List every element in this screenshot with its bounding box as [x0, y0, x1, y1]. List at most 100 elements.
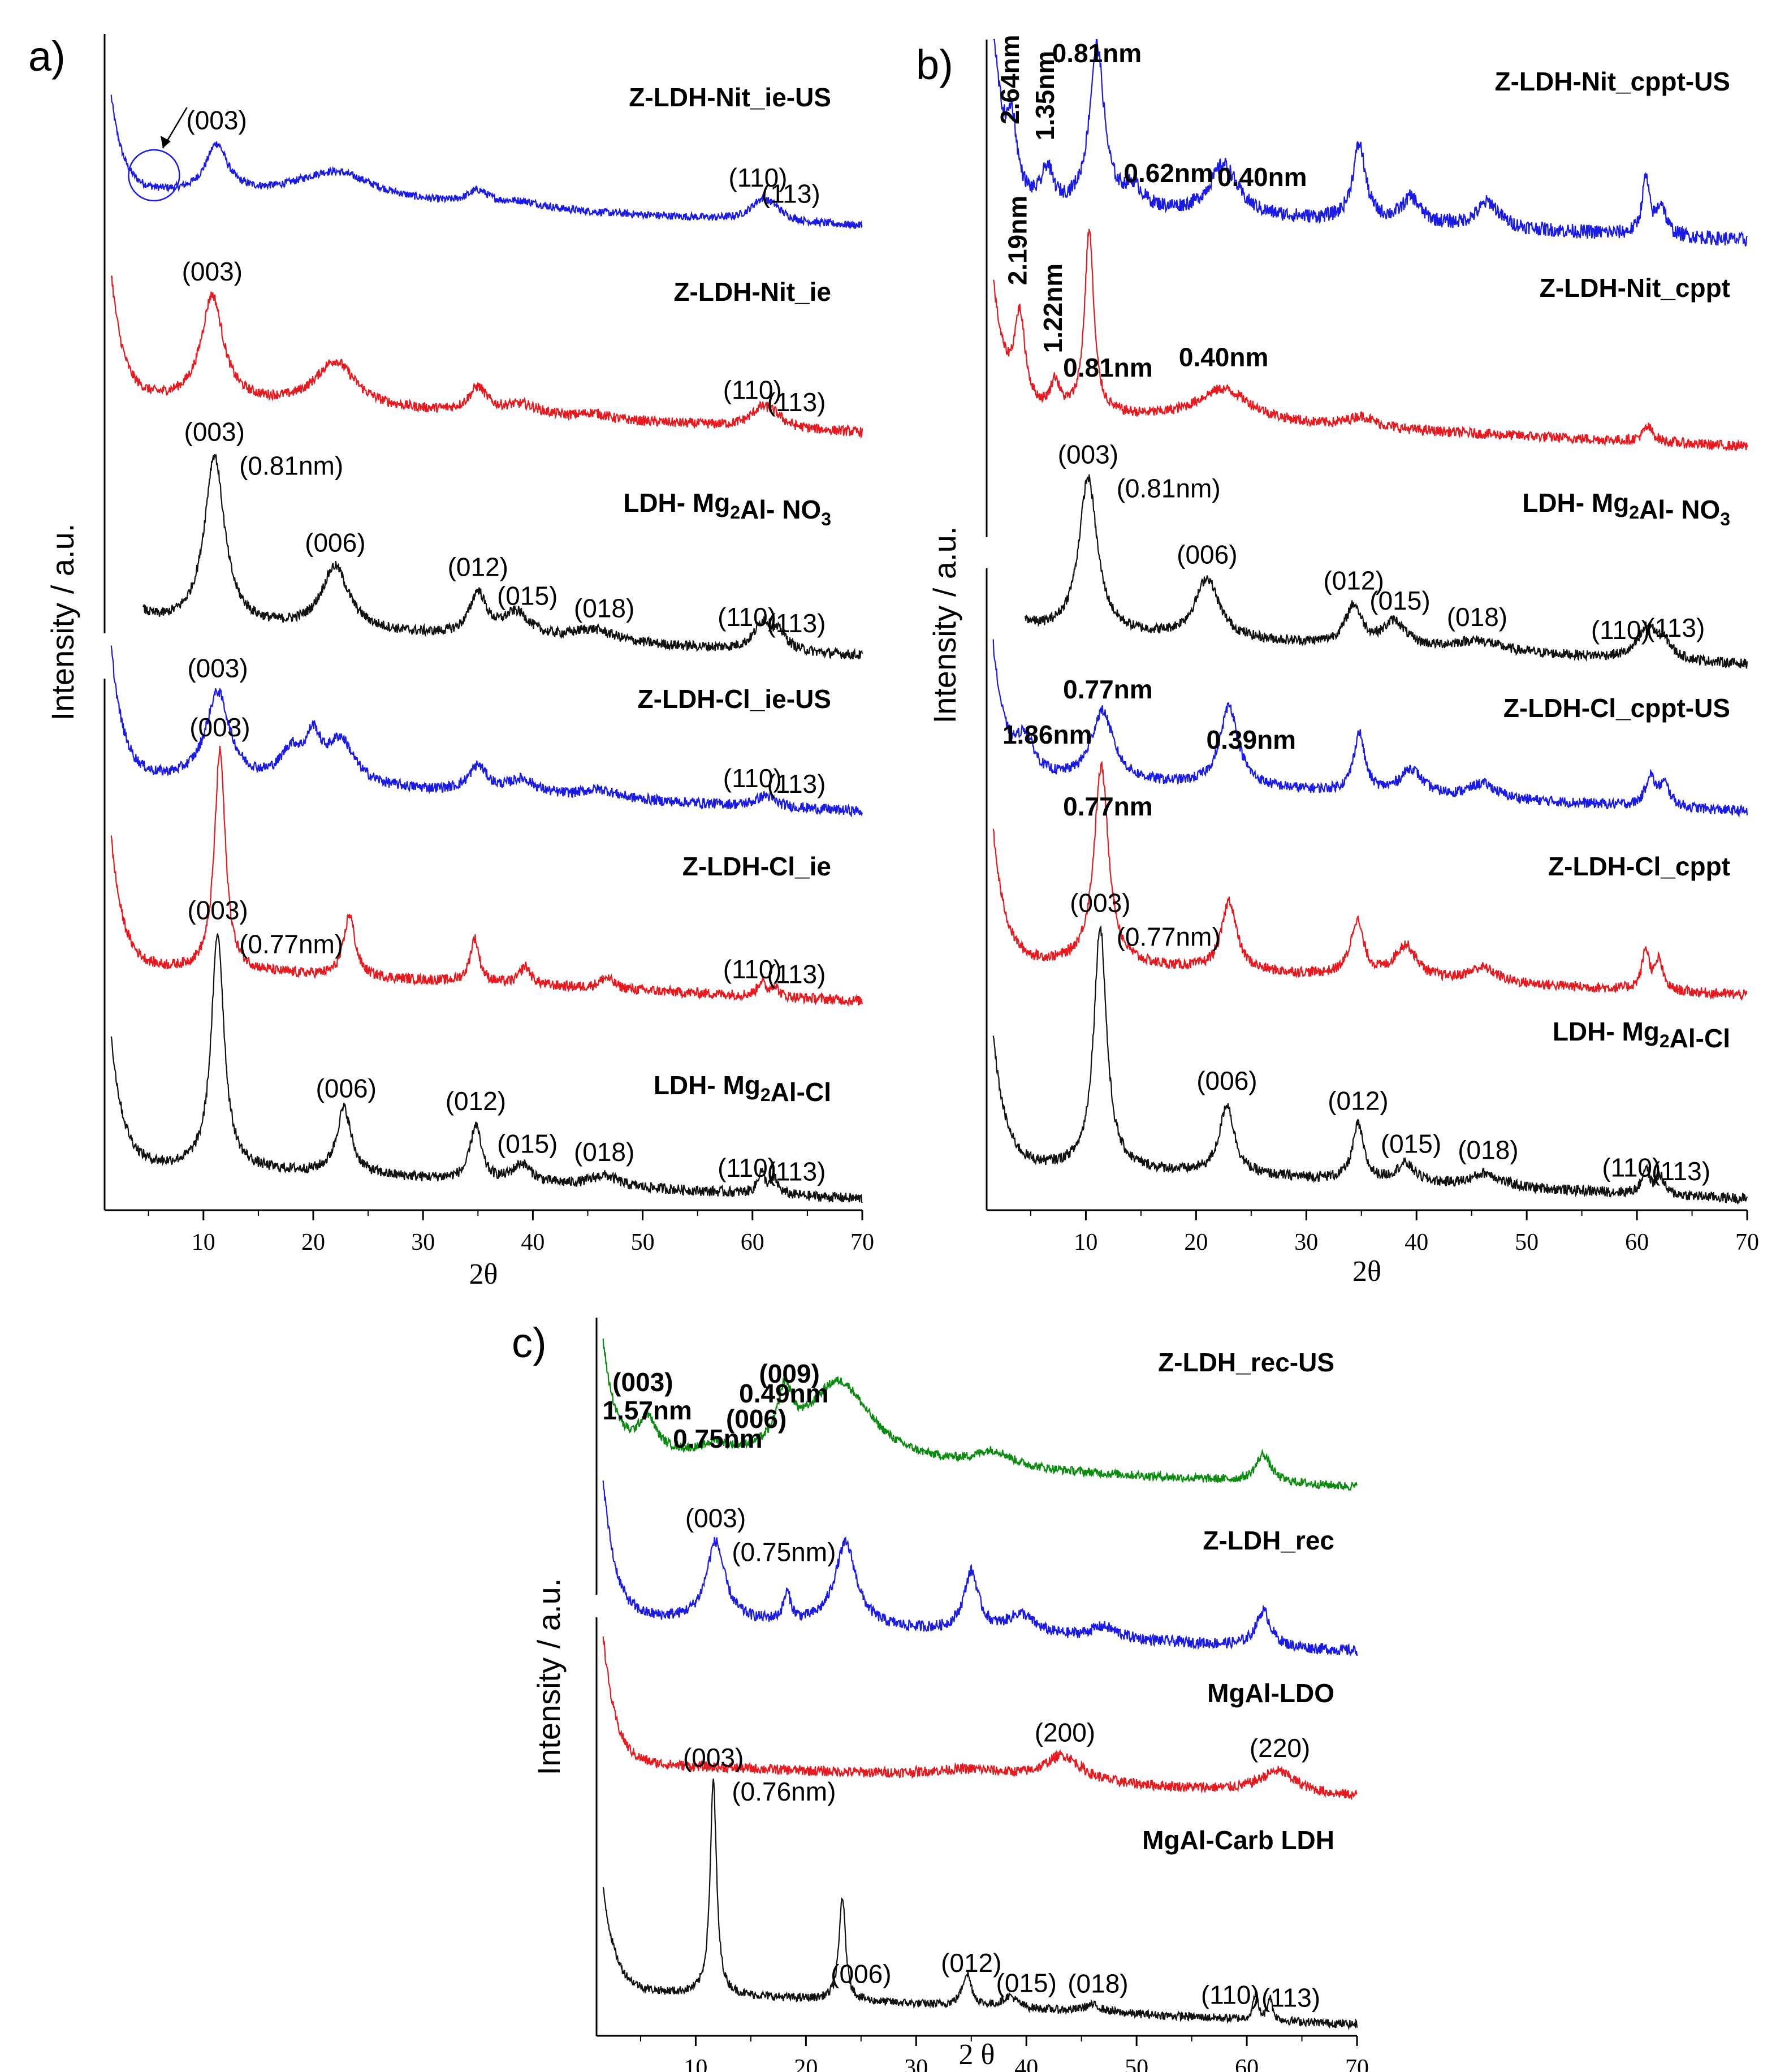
- annotation-label: 0.75nm: [673, 1424, 763, 1453]
- reflection-label: (012): [1323, 566, 1384, 595]
- reflection-label: (012): [448, 552, 508, 581]
- reflection-label: (006): [831, 1959, 891, 1989]
- x-tick-label: 50: [631, 1229, 655, 1255]
- reflection-label: (003): [1058, 439, 1118, 469]
- x-tick-label: 40: [1405, 1229, 1428, 1255]
- reflection-label: (003): [683, 1743, 744, 1772]
- reflection-label: (110): [723, 763, 782, 793]
- series-label: MgAl-Carb LDH: [1142, 1825, 1334, 1855]
- d-spacing-label: 0.77nm: [1063, 792, 1153, 821]
- reflection-label: (003): [184, 417, 245, 446]
- reflection-label: (012): [1328, 1086, 1388, 1116]
- series-label: Z-LDH-Cl_cppt: [1548, 852, 1730, 881]
- panel-a: a) 10 20 30 40 50 60 70 2θ Intensity / a.u. Z-LDH-…: [28, 33, 874, 1290]
- d-spacing-label: 0.62nm: [1123, 158, 1213, 188]
- d-spacing-label: 0.81nm: [1052, 38, 1142, 68]
- reflection-label: (006): [305, 528, 365, 557]
- x-tick-label: 70: [850, 1229, 874, 1255]
- x-tick-label: 50: [1515, 1229, 1539, 1255]
- reflection-label: (110): [1201, 1980, 1260, 2010]
- x-tick-label: 60: [741, 1229, 764, 1255]
- y-axis-label: Intensity / a.u.: [927, 526, 962, 724]
- series-label: Z-LDH-Cl_ie-US: [638, 684, 831, 714]
- panel-letter: a): [28, 33, 66, 80]
- d-spacing-label: 0.40nm: [1217, 162, 1307, 192]
- reflection-label: (018): [1447, 602, 1507, 632]
- x-axis-label: 2 θ: [959, 2039, 995, 2071]
- series-label: Z-LDH-Nit_cppt-US: [1495, 67, 1731, 96]
- annotation-label: (009): [759, 1359, 819, 1388]
- reflection-label: (110): [718, 602, 776, 632]
- series-line-z-ldh-nit-cppt: [992, 228, 1748, 451]
- x-tick-label: 70: [1345, 2055, 1369, 2072]
- x-tick-label: 30: [411, 1229, 435, 1255]
- reflection-label: (110): [718, 1153, 776, 1182]
- series-label: LDH- Mg2Al- NO3: [623, 488, 831, 529]
- series-label: Z-LDH-Cl_ie: [682, 852, 831, 881]
- series-line-z-ldh-cl-cppt: [992, 761, 1748, 1001]
- reflection-label: (113): [767, 959, 826, 988]
- d-spacing-label: (0.77nm): [239, 929, 343, 959]
- x-tick-label: 20: [301, 1229, 325, 1255]
- d-spacing-label: 0.40nm: [1179, 343, 1269, 372]
- panel-b: b) 10 20 30 40 50 60 70 2θ Intensity / a.u. Z-LDH-…: [916, 34, 1759, 1288]
- reflection-label: (110): [1591, 615, 1650, 645]
- series-label: Z-LDH-Nit_cppt: [1540, 273, 1730, 303]
- reflection-label: (110): [723, 955, 782, 984]
- d-spacing-label: 0.81nm: [1063, 353, 1153, 382]
- reflection-label: (003): [187, 653, 248, 683]
- reflection-label: (018): [574, 594, 634, 623]
- arrow-head: [160, 136, 171, 148]
- reflection-label: (200): [1035, 1718, 1095, 1747]
- d-spacing-label: (0.75nm): [732, 1538, 836, 1567]
- reflection-label: (003): [186, 106, 247, 135]
- d-spacing-label: 0.77nm: [1063, 675, 1153, 704]
- series-line-z-ldh-nit-ie-us: [110, 94, 863, 230]
- series-label: LDH- Mg2Al-Cl: [654, 1070, 831, 1107]
- annotation-label: (003): [612, 1367, 673, 1397]
- x-tick-label: 20: [794, 2055, 818, 2072]
- reflection-label: (003): [182, 257, 243, 286]
- d-spacing-label: 1.22nm: [1038, 264, 1068, 353]
- series-label: Z-LDH-Nit_ie: [673, 277, 831, 307]
- d-spacing-label: 0.39nm: [1207, 725, 1297, 754]
- reflection-label: (018): [1068, 1969, 1128, 1998]
- reflection-label: (018): [574, 1137, 634, 1167]
- reflection-label: (113): [1646, 613, 1705, 642]
- reflection-label: (113): [767, 608, 826, 638]
- series-line-z-ldh-nit-cppt-us: [993, 38, 1748, 247]
- y-axis-label: Intensity / a.u.: [531, 1578, 567, 1776]
- annotation-label: 0.49nm: [739, 1379, 829, 1408]
- series-line-ldh-mg2al-no3: [1025, 474, 1748, 669]
- series-line-ldh-mg2al-cl: [992, 925, 1748, 1205]
- x-tick-label: 10: [1074, 1229, 1097, 1255]
- x-tick-label: 10: [192, 1229, 215, 1255]
- reflection-label: (015): [497, 581, 558, 611]
- series-line-z-ldh-rec: [602, 1480, 1358, 1657]
- series-label: MgAl-LDO: [1207, 1678, 1334, 1708]
- x-tick-label: 50: [1125, 2055, 1148, 2072]
- series-label: LDH- Mg2Al- NO3: [1522, 488, 1730, 529]
- series-label: Z-LDH_rec-US: [1158, 1348, 1334, 1377]
- reflection-label: (113): [767, 769, 826, 798]
- reflection-label: (113): [767, 1157, 826, 1186]
- series-label: Z-LDH-Nit_ie-US: [629, 83, 831, 112]
- series-line-z-ldh-cl-ie-us: [110, 645, 863, 818]
- series-line-ldh-mg2al-cl: [110, 933, 863, 1203]
- reflection-label: (006): [316, 1074, 377, 1103]
- reflection-label: (113): [1261, 1983, 1320, 2012]
- reflection-label: (006): [1177, 540, 1237, 569]
- x-tick-label: 70: [1735, 1229, 1759, 1255]
- reflection-label: (003): [187, 895, 248, 925]
- x-tick-label: 10: [684, 2055, 707, 2072]
- series-line-z-ldh-rec-us: [602, 1338, 1358, 1491]
- reflection-label: (113): [767, 387, 826, 417]
- x-tick-label: 40: [1014, 2055, 1038, 2072]
- x-tick-label: 30: [904, 2055, 928, 2072]
- d-spacing-label: 2.19nm: [1002, 196, 1032, 286]
- x-tick-label: 40: [521, 1229, 545, 1255]
- series-line-mgal-ldo: [602, 1636, 1358, 1800]
- annotation-label: (006): [726, 1404, 787, 1434]
- d-spacing-label: 1.86nm: [1002, 720, 1092, 749]
- x-axis-label: 2θ: [469, 1258, 498, 1290]
